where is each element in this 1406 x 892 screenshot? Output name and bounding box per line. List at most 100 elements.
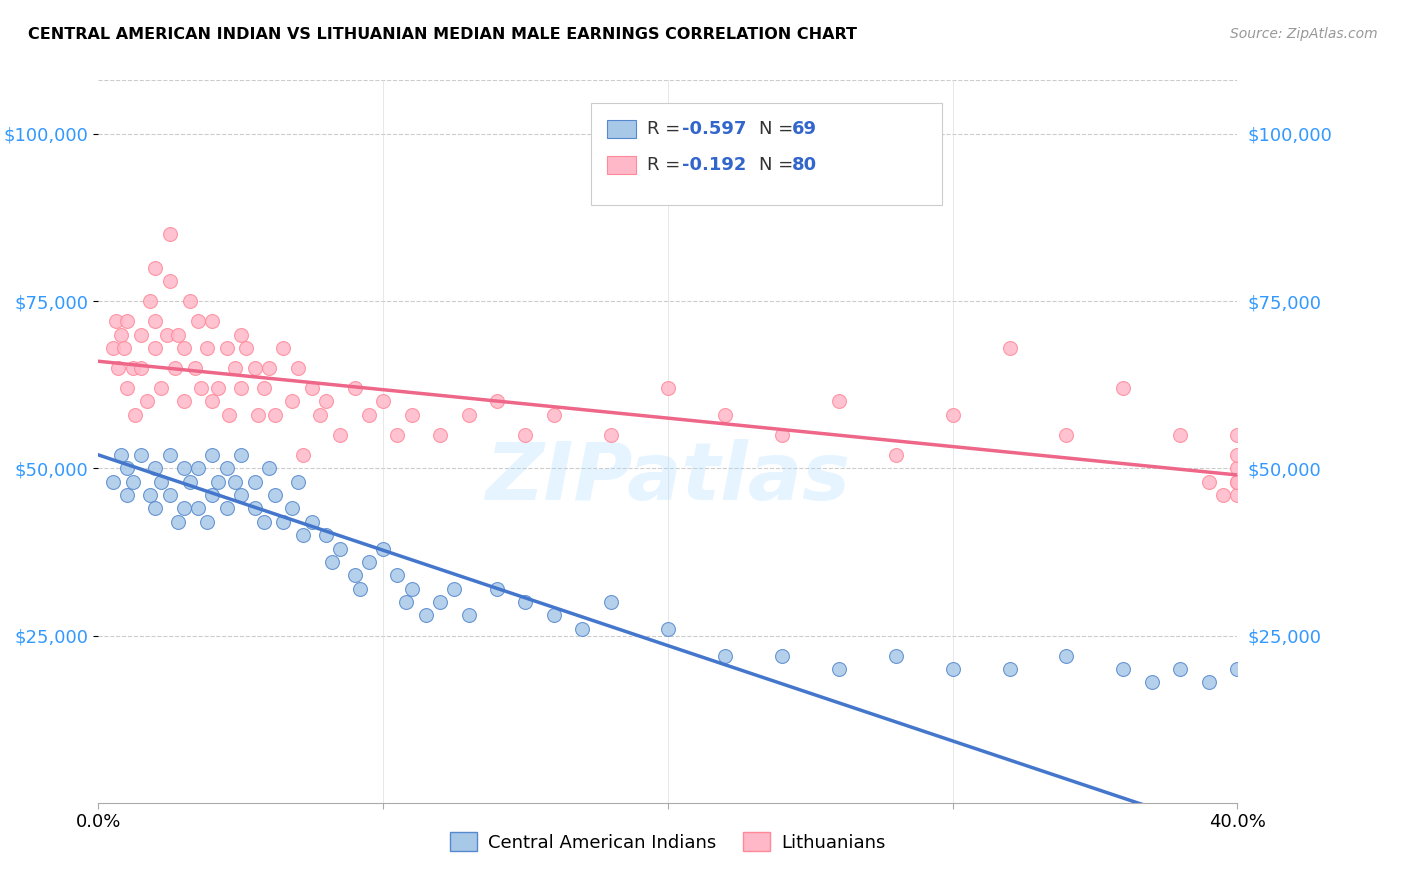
Point	[129, 361, 152, 376]
Point	[145, 501, 167, 516]
Point	[207, 381, 229, 395]
Point	[828, 394, 851, 409]
Point	[101, 475, 124, 489]
Point	[457, 608, 479, 623]
Point	[770, 648, 793, 663]
Point	[1170, 427, 1192, 442]
Point	[373, 541, 395, 556]
Point	[224, 475, 246, 489]
Point	[243, 475, 266, 489]
Point	[395, 595, 418, 609]
Point	[187, 461, 209, 475]
Point	[1198, 475, 1220, 489]
Point	[145, 341, 167, 355]
Text: R =: R =	[647, 120, 686, 138]
Point	[101, 341, 124, 355]
Point	[292, 448, 315, 462]
Point	[159, 488, 181, 502]
Point	[167, 327, 190, 342]
Text: R =: R =	[647, 156, 686, 174]
Point	[201, 448, 224, 462]
Point	[828, 662, 851, 676]
Point	[415, 608, 437, 623]
Point	[884, 448, 907, 462]
Point	[543, 608, 565, 623]
Point	[150, 381, 173, 395]
Point	[195, 341, 218, 355]
Point	[942, 662, 965, 676]
Point	[112, 341, 135, 355]
Point	[1226, 461, 1249, 475]
Point	[135, 394, 157, 409]
Text: -0.192: -0.192	[682, 156, 747, 174]
Point	[373, 394, 395, 409]
Point	[165, 361, 187, 376]
Text: 69: 69	[792, 120, 817, 138]
Point	[195, 515, 218, 529]
Point	[259, 361, 281, 376]
Point	[443, 582, 465, 596]
Point	[942, 408, 965, 422]
Point	[998, 662, 1021, 676]
Legend: Central American Indians, Lithuanians: Central American Indians, Lithuanians	[443, 825, 893, 859]
Point	[1140, 675, 1163, 690]
Point	[600, 427, 623, 442]
Point	[264, 408, 287, 422]
Point	[343, 381, 366, 395]
Point	[190, 381, 212, 395]
Point	[159, 227, 181, 241]
Point	[329, 541, 352, 556]
Point	[145, 461, 167, 475]
Point	[770, 427, 793, 442]
Point	[1226, 475, 1249, 489]
Point	[201, 394, 224, 409]
Text: CENTRAL AMERICAN INDIAN VS LITHUANIAN MEDIAN MALE EARNINGS CORRELATION CHART: CENTRAL AMERICAN INDIAN VS LITHUANIAN ME…	[28, 27, 858, 42]
Point	[387, 427, 409, 442]
Point	[229, 448, 252, 462]
Point	[129, 327, 152, 342]
Point	[110, 327, 132, 342]
Point	[343, 568, 366, 582]
Point	[714, 648, 737, 663]
Point	[401, 408, 423, 422]
Point	[173, 394, 195, 409]
Text: 80: 80	[792, 156, 817, 174]
Point	[600, 595, 623, 609]
Point	[215, 501, 238, 516]
Point	[357, 555, 380, 569]
Point	[349, 582, 371, 596]
Point	[1226, 488, 1249, 502]
Point	[1212, 488, 1234, 502]
Point	[138, 488, 160, 502]
Point	[387, 568, 409, 582]
Point	[243, 361, 266, 376]
Point	[884, 648, 907, 663]
Point	[1112, 381, 1135, 395]
Point	[115, 461, 138, 475]
Point	[486, 394, 509, 409]
Text: N =: N =	[759, 120, 799, 138]
Point	[121, 361, 143, 376]
Point	[243, 501, 266, 516]
Point	[301, 381, 323, 395]
Point	[115, 314, 138, 328]
Text: N =: N =	[759, 156, 799, 174]
Point	[357, 408, 380, 422]
Point	[657, 622, 679, 636]
Text: -0.597: -0.597	[682, 120, 747, 138]
Point	[145, 314, 167, 328]
Point	[1056, 427, 1078, 442]
Point	[281, 501, 304, 516]
Point	[273, 515, 295, 529]
Point	[201, 488, 224, 502]
Point	[1112, 662, 1135, 676]
Point	[315, 528, 337, 542]
Point	[1226, 448, 1249, 462]
Point	[121, 475, 143, 489]
Point	[515, 595, 537, 609]
Point	[215, 461, 238, 475]
Point	[515, 427, 537, 442]
Point	[429, 427, 451, 442]
Point	[159, 448, 181, 462]
Point	[207, 475, 229, 489]
